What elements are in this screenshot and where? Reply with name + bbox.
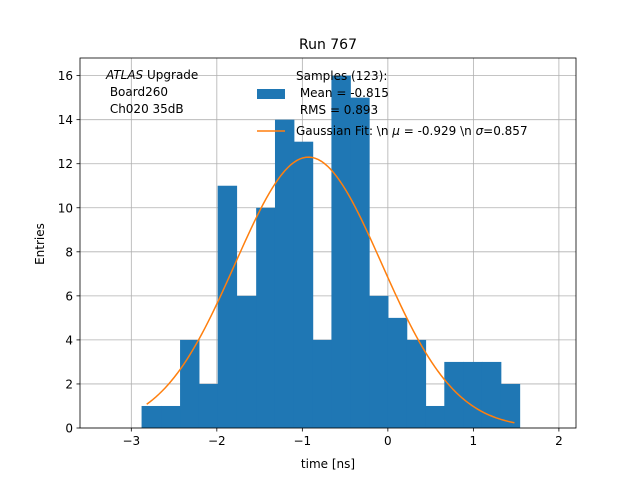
histogram-bar xyxy=(406,339,427,428)
y-tick-label: 6 xyxy=(65,289,73,303)
y-tick-label: 10 xyxy=(58,201,73,215)
legend-fit-mu-symbol: μ xyxy=(391,124,400,138)
y-tick-label: 0 xyxy=(65,422,73,436)
histogram-bar xyxy=(236,295,257,428)
annotation-line-2: Board260 xyxy=(106,85,168,99)
histogram-bar xyxy=(425,405,445,428)
x-axis-label: time [ns] xyxy=(301,457,355,471)
histogram-bar xyxy=(293,141,314,428)
x-tick-label: −1 xyxy=(293,434,311,448)
histogram-bar xyxy=(217,185,238,428)
annotation-line-3: Ch020 35dB xyxy=(106,102,184,116)
x-tick-label: 1 xyxy=(470,434,478,448)
histogram-bar xyxy=(463,361,483,428)
legend-histogram-patch xyxy=(257,89,285,99)
chart-title: Run 767 xyxy=(299,37,357,53)
y-tick-label: 2 xyxy=(65,377,73,391)
y-tick-label: 4 xyxy=(65,333,73,347)
histogram-bar xyxy=(312,339,333,428)
legend: Samples (123): Mean = -0.815 RMS = 0.893… xyxy=(257,69,528,138)
histogram-bars xyxy=(141,75,521,429)
histogram-bar xyxy=(198,383,219,428)
histogram-bar xyxy=(274,119,295,429)
y-tick-label: 14 xyxy=(58,113,73,127)
histogram-bar xyxy=(141,405,162,428)
histogram-bar xyxy=(161,405,181,428)
annotation-line-1: ATLAS Upgrade xyxy=(105,68,198,82)
atlas-label: ATLAS xyxy=(105,68,144,82)
grid xyxy=(80,58,576,429)
histogram-bar xyxy=(500,383,521,428)
legend-fit-mu-value: = -0.929 \n xyxy=(400,124,476,138)
x-tick-label: −2 xyxy=(208,434,226,448)
histogram-bar xyxy=(256,207,276,428)
legend-hist-line-3: RMS = 0.893 xyxy=(296,103,378,117)
y-tick-label: 8 xyxy=(65,245,73,259)
legend-fit-sigma-value: =0.857 xyxy=(483,124,527,138)
legend-hist-line-2: Mean = -0.815 xyxy=(296,86,389,100)
histogram-bar xyxy=(481,361,502,428)
atlas-annotation: ATLAS Upgrade Board260 Ch020 35dB xyxy=(105,68,198,116)
histogram-bar xyxy=(387,317,408,428)
histogram-bar xyxy=(369,295,389,428)
legend-fit-prefix: Gaussian Fit: \n xyxy=(296,124,392,138)
legend-hist-line-1: Samples (123): xyxy=(296,69,387,83)
fit-layer xyxy=(146,156,515,424)
x-tick-label: 2 xyxy=(555,434,563,448)
axes-frame xyxy=(79,57,577,429)
upgrade-label: Upgrade xyxy=(143,68,198,82)
y-axis-label: Entries xyxy=(33,223,47,265)
x-tick-label: −3 xyxy=(122,434,140,448)
gaussian-fit-curve xyxy=(146,156,515,424)
histogram-bar xyxy=(331,75,351,428)
histogram-bar xyxy=(350,97,370,429)
y-tick-label: 12 xyxy=(58,157,73,171)
legend-fit-label: Gaussian Fit: \n μ = -0.929 \n σ=0.857 xyxy=(296,124,528,138)
x-tick-label: 0 xyxy=(384,434,392,448)
histogram-bar xyxy=(444,361,464,428)
y-tick-label: 16 xyxy=(58,69,73,83)
legend-fit-sigma-symbol: σ xyxy=(476,124,484,138)
histogram-bar xyxy=(180,339,200,428)
